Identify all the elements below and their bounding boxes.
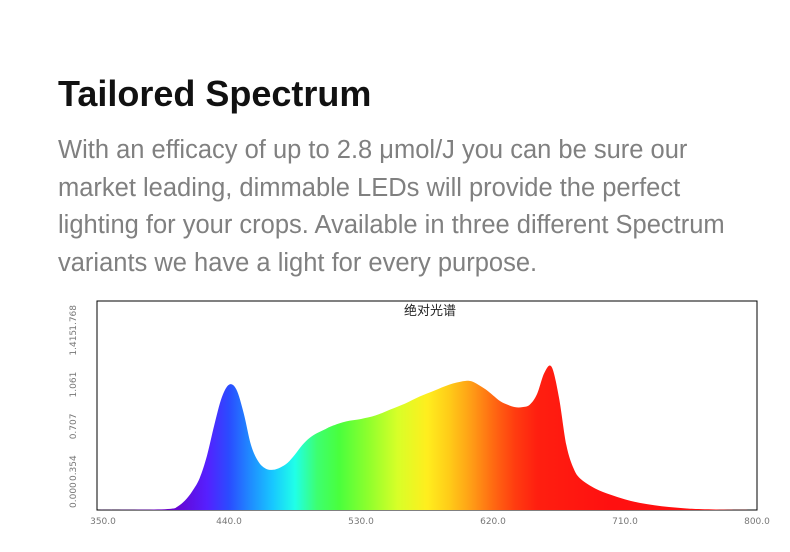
y-tick-label: 1.768 <box>69 305 79 331</box>
y-tick-label: 0.000 <box>69 482 79 508</box>
y-tick-label: 1.061 <box>69 372 79 398</box>
spectrum-area <box>97 365 757 510</box>
x-tick-label: 800.0 <box>744 517 770 527</box>
y-tick-label: 0.707 <box>69 414 79 440</box>
x-tick-label: 710.0 <box>612 517 638 527</box>
x-tick-label: 530.0 <box>348 517 374 527</box>
x-axis-ticks: 350.0 440.0 530.0 620.0 710.0 800.0 <box>90 517 770 527</box>
x-tick-label: 620.0 <box>480 517 506 527</box>
spectrum-chart: 绝对光谱 350.0 440.0 530.0 620.0 710.0 800.0 0.00… <box>0 280 790 552</box>
y-tick-label: 0.354 <box>69 455 79 481</box>
x-tick-label: 350.0 <box>90 517 116 527</box>
spectrum-chart-svg: 绝对光谱 350.0 440.0 530.0 620.0 710.0 800.0 0.00… <box>69 300 770 527</box>
x-tick-label: 440.0 <box>216 517 242 527</box>
description-paragraph: With an efficacy of up to 2.8 μmol/J you… <box>58 136 725 277</box>
y-tick-label: 1.415 <box>69 330 79 356</box>
page-title: Tailored Spectrum <box>58 73 372 114</box>
chart-title: 绝对光谱 <box>404 303 456 319</box>
